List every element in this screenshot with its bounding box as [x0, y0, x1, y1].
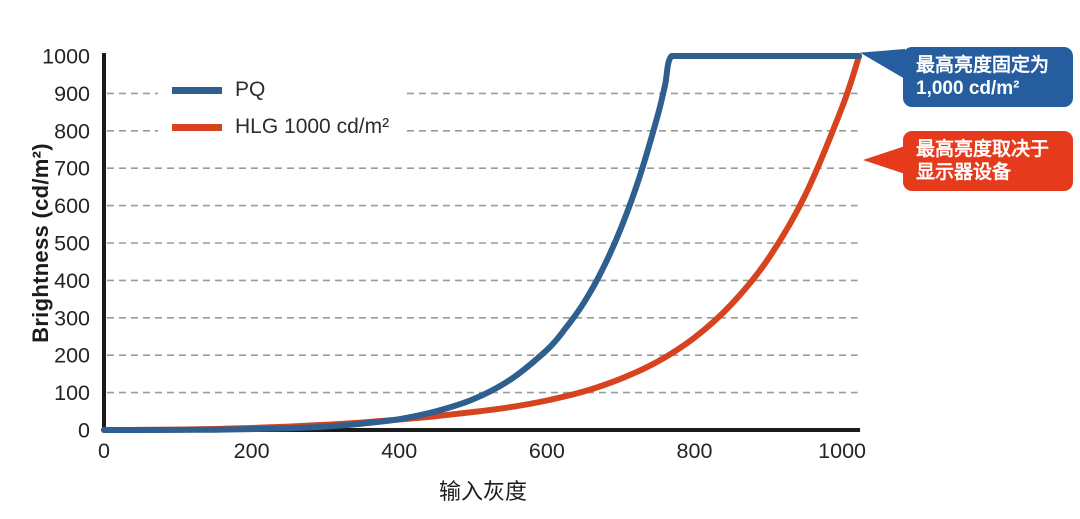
y-tick-label-100: 100 [54, 381, 90, 405]
legend: PQ HLG 1000 cd/m² [158, 74, 406, 143]
x-tick-label-800: 800 [677, 439, 713, 463]
x-axis-title: 输入灰度 [438, 479, 528, 504]
y-tick-label-500: 500 [54, 232, 90, 256]
x-tick-label-200: 200 [234, 439, 270, 463]
y-tick-label-1000: 1000 [42, 45, 90, 69]
legend-item-pq: PQ [172, 76, 389, 104]
y-tick-label-900: 900 [54, 82, 90, 106]
callout-pq-max-brightness: 最高亮度固定为 1,000 cd/m² [860, 47, 1073, 107]
y-tick-label-300: 300 [54, 306, 90, 330]
gridlines [106, 92, 858, 394]
callout-text-line: 最高亮度固定为 [916, 55, 1050, 76]
x-tick-label-1000: 1000 [818, 439, 866, 463]
callout-text-line: 显示器设备 [916, 162, 1012, 183]
y-tick-label-800: 800 [54, 119, 90, 143]
y-tick-label-700: 700 [54, 157, 90, 181]
x-tick-label-600: 600 [529, 439, 565, 463]
y-tick-label-600: 600 [54, 194, 90, 218]
callout-text-line: 最高亮度取决于 [916, 139, 1050, 160]
legend-item-hlg: HLG 1000 cd/m² [172, 113, 389, 141]
y-tick-label-400: 400 [54, 269, 90, 293]
callout-text-line: 1,000 cd/m² [916, 78, 1020, 99]
x-tick-label-400: 400 [381, 439, 417, 463]
pq-line-swatch [172, 86, 222, 94]
y-axis-title: Brightness (cd/m²) [28, 143, 53, 343]
legend-label-hlg: HLG 1000 cd/m² [235, 115, 390, 138]
legend-label-pq: PQ [235, 78, 266, 101]
pq-curve [101, 52, 863, 433]
callout-hlg-max-brightness: 最高亮度取决于 显示器设备 [863, 131, 1073, 191]
x-tick-label-0: 0 [98, 439, 110, 463]
y-tick-label-0: 0 [78, 419, 90, 443]
y-tick-label-200: 200 [54, 344, 90, 368]
hlg-line-swatch [172, 123, 222, 131]
tick-labels: 0 100 200 300 400 500 600 700 800 900 1000 0 200 400 6… [42, 45, 866, 464]
